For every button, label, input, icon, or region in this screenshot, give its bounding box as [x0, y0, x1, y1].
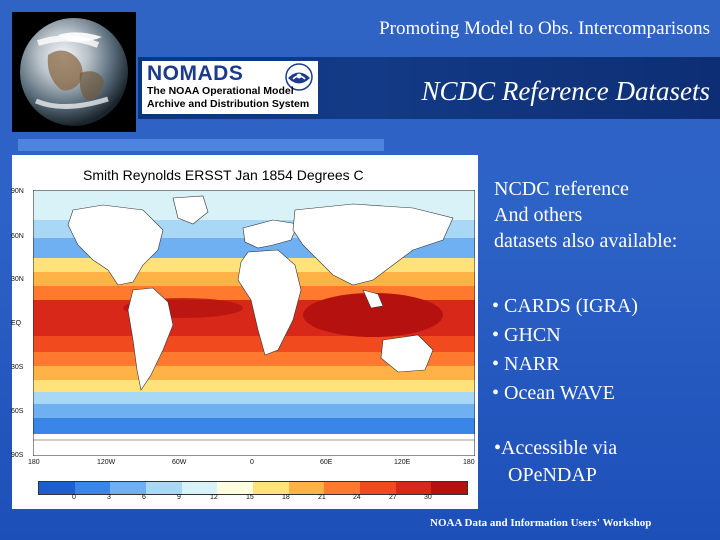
- earth-globe-image: [20, 18, 128, 126]
- accessible-note: •Accessible via OPeNDAP: [494, 435, 617, 489]
- lat-label: 30S: [11, 364, 24, 371]
- map-header: Smith Reynolds ERSST Jan 1854 Degrees C: [83, 167, 364, 183]
- lon-label: 180: [28, 459, 40, 466]
- accessible-line-2: OPeNDAP: [508, 464, 597, 486]
- noaa-emblem-icon: [285, 63, 313, 91]
- colorbar-cell: [360, 482, 396, 494]
- footer-text: NOAA Data and Information Users' Worksho…: [430, 517, 652, 529]
- colorbar-cell: [217, 482, 254, 494]
- colorbar-label: 27: [389, 494, 397, 501]
- slide-title: Promoting Model to Obs. Intercomparisons: [379, 18, 710, 39]
- colorbar-label: 24: [353, 494, 361, 501]
- lat-label: 90N: [11, 188, 24, 195]
- nomads-logo-wordmark: NOMADS: [147, 62, 244, 85]
- bullet-item: • GHCN: [492, 324, 561, 346]
- colorbar-label: 15: [246, 494, 254, 501]
- lat-label: EQ: [11, 320, 22, 327]
- dataset-bullet-list: • CARDS (IGRA) • GHCN • NARR • Ocean WAV…: [492, 292, 638, 408]
- lon-label: 180: [463, 459, 475, 466]
- bullet-item: • Ocean WAVE: [492, 382, 615, 404]
- intro-line: datasets also available:: [494, 230, 678, 252]
- bullet-item: • NARR: [492, 353, 560, 375]
- colorbar-label: 21: [318, 494, 326, 501]
- intro-line: NCDC reference: [494, 178, 629, 200]
- colorbar-label: 30: [424, 494, 432, 501]
- colorbar-label: 6: [142, 494, 146, 501]
- lat-label: 60N: [11, 233, 24, 240]
- colorbar-cell: [110, 482, 147, 494]
- map-top-bar: [18, 139, 384, 151]
- lon-label: 120W: [97, 459, 116, 466]
- colorbar-label: 0: [72, 494, 76, 501]
- colorbar-label: 18: [282, 494, 290, 501]
- lon-label: 60W: [172, 459, 187, 466]
- colorbar-cell: [146, 482, 182, 494]
- lat-label: 30N: [11, 276, 24, 283]
- bullet-item: • CARDS (IGRA): [492, 295, 638, 317]
- intro-line: And others: [494, 204, 583, 226]
- colorbar-cell: [181, 482, 218, 494]
- lon-label: 60E: [320, 459, 333, 466]
- colorbar: [38, 481, 468, 495]
- colorbar-cell: [39, 482, 75, 494]
- lon-label: 0: [250, 459, 254, 466]
- colorbar-label: 3: [107, 494, 111, 501]
- banner-title: NCDC Reference Datasets: [421, 76, 710, 106]
- nomads-logo-tagline-2: Archive and Distribution System: [147, 98, 310, 110]
- sst-map: [33, 190, 475, 456]
- nomads-logo-tagline-1: The NOAA Operational Model: [147, 85, 294, 97]
- colorbar-cell: [253, 482, 289, 494]
- colorbar-label: 12: [210, 494, 218, 501]
- colorbar-cell: [324, 482, 361, 494]
- lat-label: 90S: [11, 452, 24, 459]
- intro-text: NCDC reference And others datasets also …: [494, 176, 677, 254]
- colorbar-cell: [395, 482, 432, 494]
- colorbar-label: 9: [177, 494, 181, 501]
- colorbar-cell: [288, 482, 325, 494]
- accessible-line-1: •Accessible via: [494, 437, 618, 459]
- lon-label: 120E: [394, 459, 411, 466]
- lat-label: 60S: [11, 408, 24, 415]
- colorbar-cell: [431, 482, 468, 494]
- colorbar-cell: [74, 482, 111, 494]
